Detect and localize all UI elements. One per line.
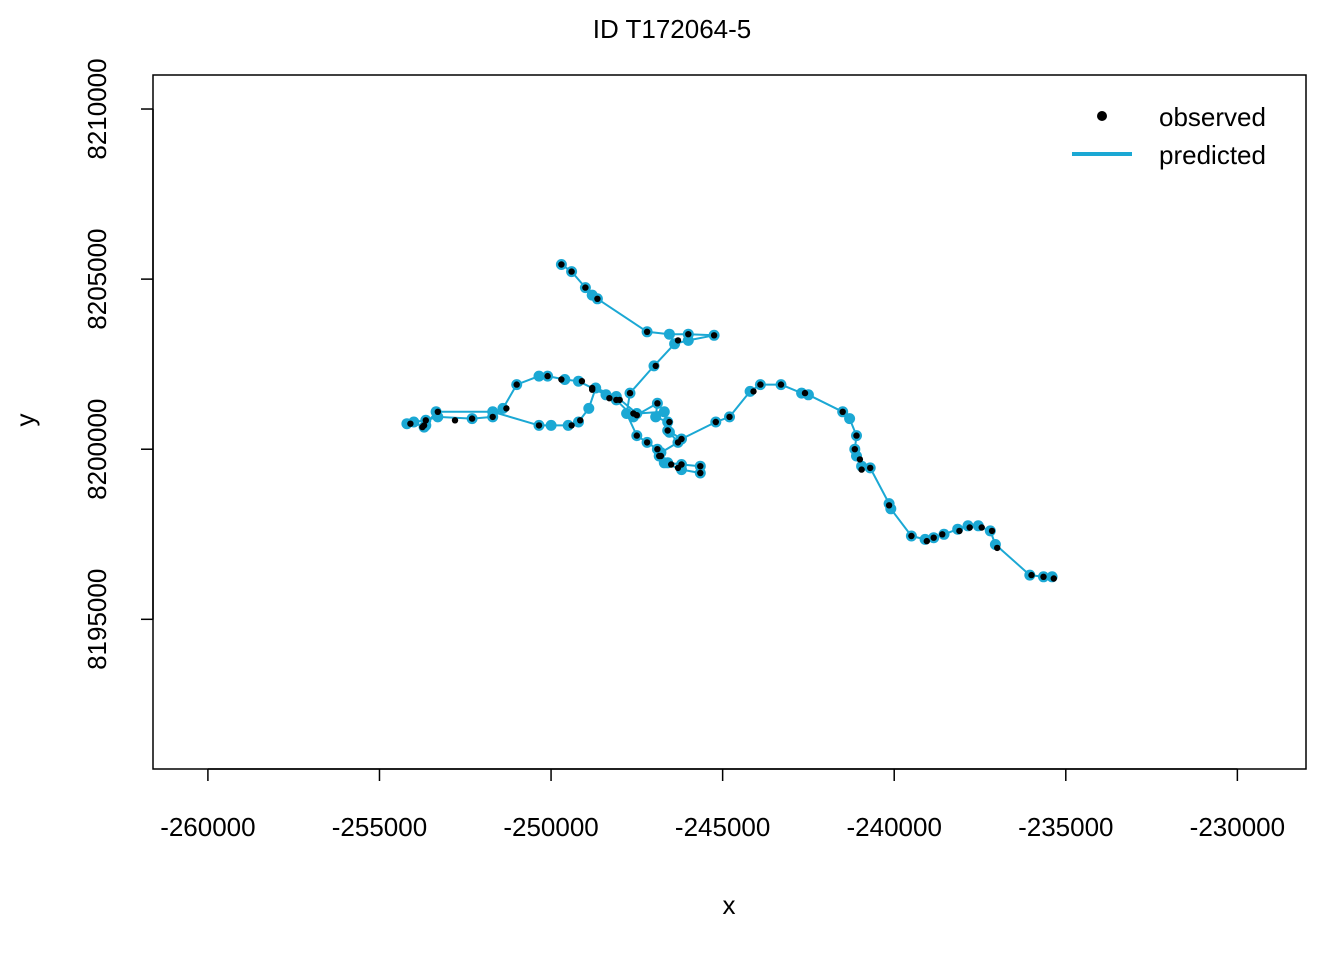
predicted-point xyxy=(663,328,675,340)
observed-point xyxy=(839,408,846,415)
observed-point xyxy=(858,466,865,473)
observed-point xyxy=(589,386,596,393)
observed-point xyxy=(988,527,996,535)
observed-point xyxy=(678,461,685,468)
legend-observed-label: observed xyxy=(1159,102,1266,132)
observed-point xyxy=(978,524,985,531)
observed-point xyxy=(513,381,520,388)
predicted-point xyxy=(650,411,662,423)
observed-point xyxy=(1040,573,1047,580)
observed-point xyxy=(939,531,946,538)
chart-title: ID T172064-5 xyxy=(593,14,752,44)
observed-point xyxy=(652,362,659,370)
x-tick-label: -230000 xyxy=(1190,812,1285,842)
observed-point xyxy=(633,432,640,439)
predicted-point xyxy=(658,457,670,469)
observed-point xyxy=(668,461,675,468)
observed-point xyxy=(712,418,719,426)
observed-point xyxy=(626,389,634,397)
observed-point xyxy=(726,413,733,421)
observed-point xyxy=(994,544,1001,552)
x-tick-label: -260000 xyxy=(160,812,255,842)
x-tick-label: -250000 xyxy=(503,812,598,842)
observed-point xyxy=(750,388,757,395)
observed-point xyxy=(582,284,589,291)
observed-point xyxy=(422,417,429,424)
observed-point xyxy=(577,417,584,424)
predicted-point xyxy=(545,419,557,431)
x-tick-label: -255000 xyxy=(332,812,427,842)
observed-point xyxy=(633,412,640,419)
observed-point xyxy=(558,376,565,383)
observed-point xyxy=(930,534,937,541)
observed-point xyxy=(468,415,476,422)
predicted-point xyxy=(533,370,545,382)
observed-point xyxy=(451,417,459,424)
predicted-point xyxy=(583,402,595,414)
legend: observed predicted xyxy=(1072,102,1266,170)
observed-point xyxy=(777,381,785,388)
observed-point xyxy=(535,422,543,429)
x-tick-label: -245000 xyxy=(675,812,770,842)
y-axis-label: y xyxy=(10,414,40,427)
predicted-point xyxy=(844,413,856,425)
x-axis-label: x xyxy=(723,890,736,920)
observed-point xyxy=(697,469,704,477)
observed-point xyxy=(966,524,973,531)
observed-point xyxy=(657,452,665,460)
observed-point xyxy=(544,372,551,380)
observed-point xyxy=(856,456,864,463)
y-tick-label: 8205000 xyxy=(82,229,112,330)
y-tick-label: 8200000 xyxy=(82,399,112,500)
y-axis: 8195000 8200000 8205000 8210000 xyxy=(82,58,154,670)
observed-point xyxy=(885,502,893,509)
x-axis: -260000 -255000 -250000 -245000 -240000 -2350… xyxy=(160,768,1285,842)
observed-point xyxy=(419,423,426,431)
y-tick-label: 8210000 xyxy=(82,58,112,159)
observed-point xyxy=(1050,575,1058,582)
observed-point xyxy=(664,427,671,434)
observed-point xyxy=(710,332,718,339)
observed-point xyxy=(489,413,496,421)
observed-point xyxy=(757,381,764,388)
observed-point xyxy=(643,439,651,446)
observed-point xyxy=(434,408,441,415)
predicted-point xyxy=(682,334,694,346)
observed-point xyxy=(908,532,915,540)
x-tick-label: -240000 xyxy=(847,812,942,842)
observed-point xyxy=(867,464,874,472)
observed-point xyxy=(654,400,661,407)
observed-point xyxy=(654,446,661,453)
observed-point xyxy=(851,446,858,453)
observed-point xyxy=(407,420,414,427)
observed-point xyxy=(578,378,586,385)
observed-point xyxy=(801,389,809,397)
observed-point xyxy=(594,295,601,302)
observed-point xyxy=(568,268,575,275)
observed-point xyxy=(643,328,651,335)
observed-point xyxy=(1028,571,1035,579)
y-tick-label: 8195000 xyxy=(82,569,112,670)
observed-point xyxy=(853,432,860,439)
observed-point xyxy=(568,422,575,429)
observed-point xyxy=(606,395,613,402)
observed-point xyxy=(923,537,930,545)
observed-point xyxy=(678,435,685,443)
observed-point xyxy=(666,418,673,426)
predicted-point xyxy=(487,406,499,418)
observed-point xyxy=(685,331,692,338)
legend-observed-symbol xyxy=(1097,111,1107,121)
predicted-point xyxy=(658,406,670,418)
x-tick-label: -235000 xyxy=(1018,812,1113,842)
observed-point xyxy=(616,396,623,404)
observed-point xyxy=(956,527,963,535)
series-layer xyxy=(401,259,1058,583)
observed-point xyxy=(697,463,704,470)
observed-point xyxy=(503,405,510,412)
observed-point xyxy=(674,337,682,344)
legend-predicted-label: predicted xyxy=(1159,140,1266,170)
observed-point xyxy=(558,261,565,268)
